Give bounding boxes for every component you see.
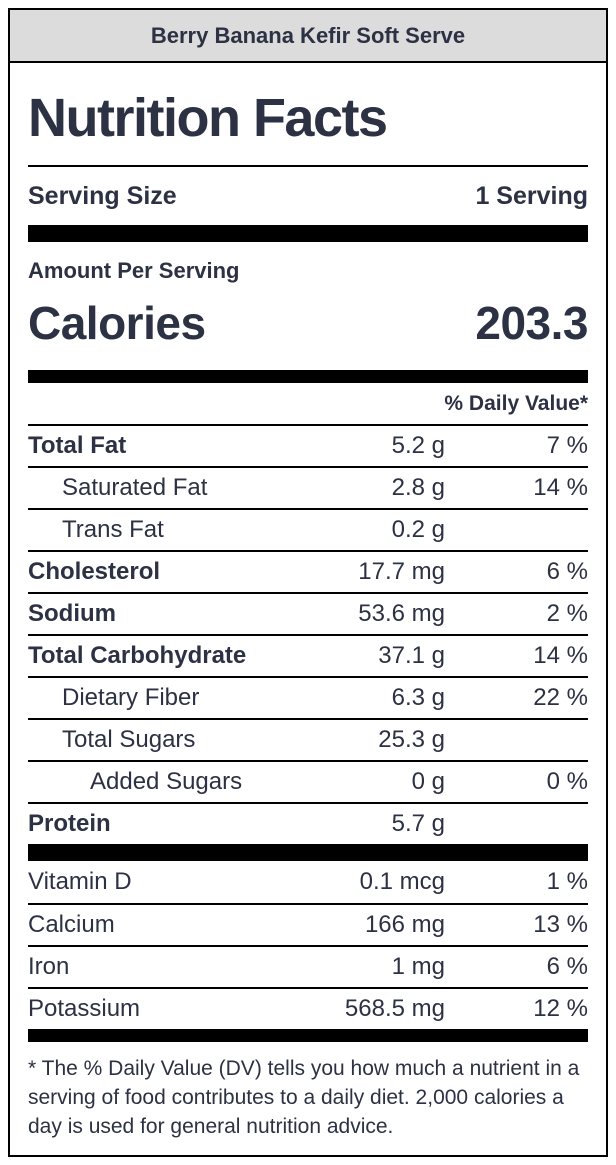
nutrient-name: Cholesterol (28, 558, 161, 585)
daily-value-header: % Daily Value* (444, 392, 588, 415)
nutrient-name: Total Fat (28, 432, 127, 459)
serving-size-row: Serving Size 1 Serving (28, 167, 588, 225)
nutrient-name: Calcium (28, 911, 115, 938)
section-bar (28, 225, 588, 242)
nutrient-row-cholesterol: Cholesterol 17.7 mg 6 % (28, 550, 588, 592)
nutrient-amount: 0.2 g (391, 516, 445, 543)
nutrient-amount: 2.8 g (391, 474, 445, 501)
nutrient-name: Vitamin D (28, 868, 132, 895)
serving-size-label: Serving Size (28, 182, 177, 210)
nutrient-row-total-sugars: Total Sugars 25.3 g (28, 718, 588, 760)
nutrient-name: Saturated Fat (62, 474, 208, 501)
nutrient-name: Protein (28, 810, 111, 837)
nutrient-row-total-fat: Total Fat 5.2 g 7 % (28, 424, 588, 466)
section-bar (28, 1029, 588, 1042)
amount-per-serving-label: Amount Per Serving (28, 258, 240, 283)
nutrient-daily-value: 14 % (533, 642, 588, 669)
nutrient-name: Total Sugars (62, 726, 196, 753)
nutrient-name: Dietary Fiber (62, 684, 200, 711)
nutrient-name: Iron (28, 953, 70, 980)
nutrition-label-body: Nutrition Facts Serving Size 1 Serving A… (10, 63, 606, 1155)
nutrient-amount: 5.2 g (391, 432, 445, 459)
serving-size-value: 1 Serving (475, 182, 588, 210)
nutrient-name: Added Sugars (90, 768, 243, 795)
nutrient-daily-value: 22 % (533, 684, 588, 711)
calories-label: Calories (28, 297, 206, 349)
nutrient-amount: 0 g (411, 768, 445, 795)
nutrient-amount: 6.3 g (391, 684, 445, 711)
nutrient-row-sodium: Sodium 53.6 mg 2 % (28, 592, 588, 634)
nutrient-amount: 5.7 g (391, 810, 445, 837)
nutrient-row-protein: Protein 5.7 g (28, 802, 588, 844)
nutrient-daily-value: 12 % (533, 995, 588, 1022)
nutrition-label-card: Berry Banana Kefir Soft Serve Nutrition … (8, 8, 608, 1157)
nutrient-row-potassium: Potassium 568.5 mg 12 % (28, 987, 588, 1029)
section-bar (28, 844, 588, 861)
nutrient-name: Total Carbohydrate (28, 642, 247, 669)
nutrient-row-vitamin-d: Vitamin D 0.1 mcg 1 % (28, 861, 588, 903)
nutrient-name: Sodium (28, 600, 116, 627)
nutrient-row-calcium: Calcium 166 mg 13 % (28, 903, 588, 945)
nutrient-amount: 37.1 g (378, 642, 445, 669)
nutrient-amount: 166 mg (364, 911, 445, 938)
nutrient-daily-value: 0 % (546, 768, 588, 795)
nutrient-daily-value: 6 % (546, 953, 588, 980)
nutrient-daily-value: 14 % (533, 474, 588, 501)
nutrient-daily-value: 1 % (546, 868, 588, 895)
nutrient-amount: 568.5 mg (344, 995, 445, 1022)
nutrient-row-saturated-fat: Saturated Fat 2.8 g 14 % (28, 466, 588, 508)
nutrient-name: Trans Fat (62, 516, 164, 543)
section-bar (28, 370, 588, 383)
nutrient-amount: 1 mg (391, 953, 445, 980)
calories-value: 203.3 (475, 297, 588, 349)
nutrient-amount: 0.1 mcg (359, 868, 445, 895)
divider (28, 165, 588, 167)
nutrient-amount: 17.7 mg (358, 558, 445, 585)
nutrient-row-added-sugars: Added Sugars 0 g 0 % (28, 760, 588, 802)
daily-value-footnote: * The % Daily Value (DV) tells you how m… (28, 1057, 580, 1138)
nutrient-row-trans-fat: Trans Fat 0.2 g (28, 508, 588, 550)
nutrient-row-iron: Iron 1 mg 6 % (28, 945, 588, 987)
nutrient-amount: 53.6 mg (358, 600, 445, 627)
nutrient-row-total-carbohydrate: Total Carbohydrate 37.1 g 14 % (28, 634, 588, 676)
recipe-title-banner: Berry Banana Kefir Soft Serve (10, 10, 606, 63)
nutrient-daily-value: 13 % (533, 911, 588, 938)
nutrient-amount: 25.3 g (378, 726, 445, 753)
calories-row: Calories 203.3 (28, 284, 588, 370)
nutrient-daily-value: 6 % (546, 558, 588, 585)
nutrient-daily-value: 7 % (546, 432, 588, 459)
nutrient-name: Potassium (28, 995, 141, 1022)
nutrition-facts-title: Nutrition Facts (28, 88, 388, 148)
nutrient-daily-value: 2 % (546, 600, 588, 627)
nutrient-row-dietary-fiber: Dietary Fiber 6.3 g 22 % (28, 676, 588, 718)
